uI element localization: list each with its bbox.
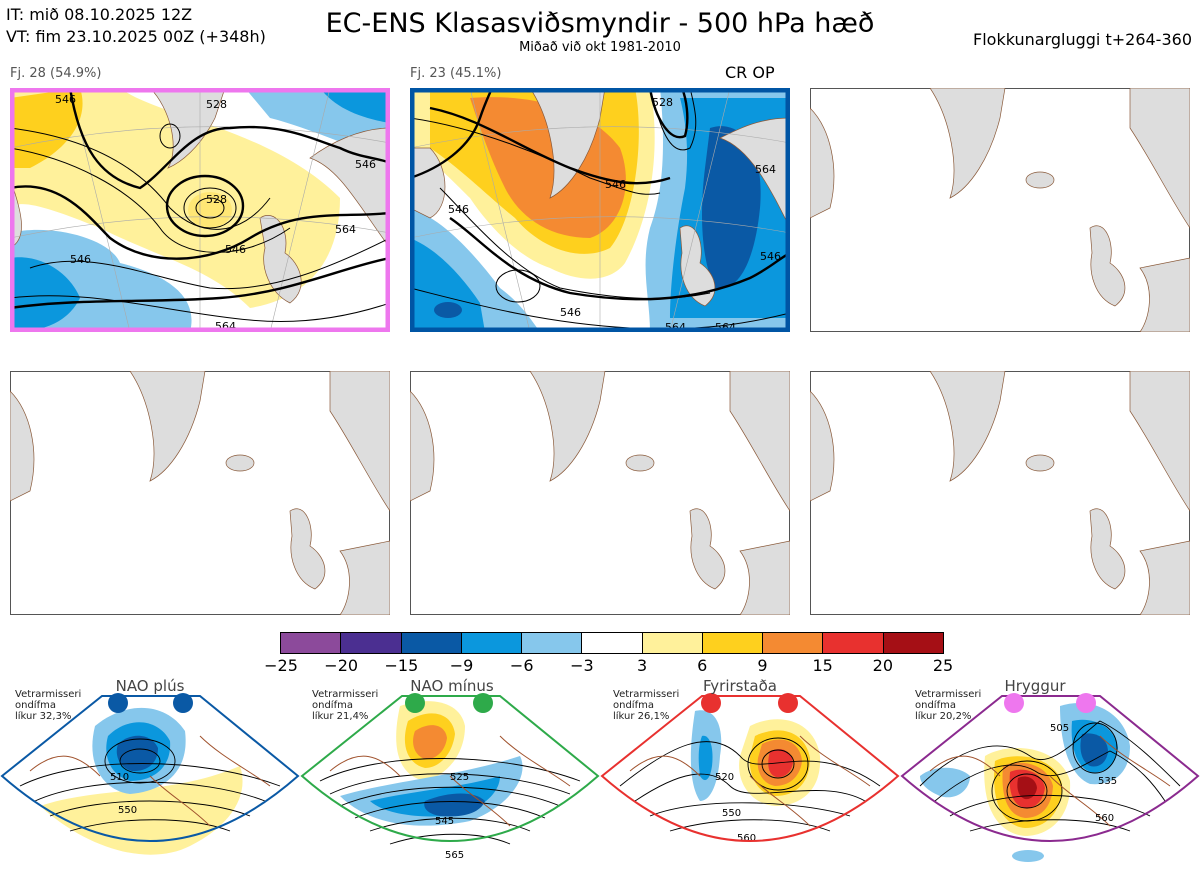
contour-label: 535	[1098, 776, 1117, 787]
colorbar-tick-label: 15	[812, 656, 833, 675]
contour-label: 528	[206, 193, 227, 206]
empty-map-svg	[410, 371, 790, 615]
page-title: EC-ENS Klasasviðsmyndir - 500 hPa hæð	[325, 8, 875, 39]
regime-title: Fyrirstaða	[703, 677, 777, 695]
contour-label: 525	[450, 772, 469, 783]
contour-label: 564	[335, 223, 356, 236]
colorbar-swatch	[461, 633, 523, 653]
colorbar-tick-label: 25	[932, 656, 954, 675]
contour-label: 528	[206, 98, 227, 111]
valid-time: VT: fim 23.10.2025 00Z (+348h)	[6, 27, 266, 46]
contour-label: 564	[665, 321, 686, 332]
colorbar-tick-label: −25	[264, 656, 298, 675]
contour-label: 510	[110, 772, 129, 783]
colorbar-tick-label: −9	[449, 656, 474, 675]
regime-note: Vetrarmisseri ondífma líkur 32,3%	[15, 689, 82, 722]
empty-cluster-map	[810, 371, 1190, 615]
contour-label: 520	[715, 772, 734, 783]
colorbar-swatch	[823, 633, 884, 653]
contour-label: 546	[55, 93, 76, 106]
cluster-2-label: Fj. 23 (45.1%)	[410, 66, 502, 81]
contour-label: 546	[760, 250, 781, 263]
colorbar-swatch	[763, 633, 824, 653]
contour-label: 565	[445, 850, 464, 861]
cluster-1-map[interactable]: 528 546 564 528 546 564 546 546	[10, 88, 390, 332]
control-operational-tag: CR OP	[725, 63, 775, 82]
contour-label: 564	[715, 321, 736, 332]
colorbar-swatch	[341, 633, 402, 653]
contour-label: 550	[118, 805, 137, 816]
regime-title: Hryggur	[1004, 677, 1066, 695]
contour-label: 546	[605, 178, 626, 191]
colorbar-swatch	[281, 633, 342, 653]
empty-map-svg	[10, 371, 390, 615]
colorbar-swatch	[401, 633, 462, 653]
contour-label: 505	[1050, 723, 1069, 734]
colorbar-tick-label: 3	[636, 656, 648, 675]
colorbar-tick-label: −15	[384, 656, 419, 675]
colorbar-swatch	[702, 633, 764, 653]
cluster-2-map-svg: 546 528 546 546 564 546 564 564	[410, 88, 790, 332]
regime-map-svg: 525 545 565	[300, 693, 600, 861]
colorbar-tick-label: −6	[509, 656, 534, 675]
contour-label: 546	[355, 158, 376, 171]
empty-cluster-map	[10, 371, 390, 615]
colorbar-tick-label: 9	[757, 656, 768, 675]
regime-note: Vetrarmisseri ondífma líkur 21,4%	[312, 689, 379, 722]
regime-ridge[interactable]: 505 535 560	[900, 676, 1200, 871]
forecast-times: IT: mið 08.10.2025 12Z VT: fim 23.10.202…	[6, 4, 266, 48]
contour-label: 546	[448, 203, 469, 216]
regime-title: NAO plús	[115, 677, 185, 695]
contour-label: 560	[1095, 813, 1114, 824]
colorbar-tick-label: 20	[872, 656, 893, 675]
initial-time: IT: mið 08.10.2025 12Z	[6, 5, 193, 24]
colorbar-tick-label: −3	[570, 656, 594, 675]
contour-label: 546	[225, 243, 246, 256]
anomaly-colorbar	[280, 632, 944, 654]
cluster-1-label: Fj. 28 (54.9%)	[10, 66, 102, 81]
contour-label: 550	[722, 808, 741, 819]
contour-label: 545	[435, 816, 454, 827]
empty-map-svg	[810, 371, 1190, 615]
cluster-2-map[interactable]: 546 528 546 546 564 546 564 564	[410, 88, 790, 332]
colorbar-swatch	[883, 633, 943, 653]
colorbar-swatch	[522, 633, 583, 653]
regime-note: Vetrarmisseri ondífma líkur 20,2%	[915, 689, 982, 722]
contour-label: 546	[70, 253, 91, 266]
empty-cluster-map	[810, 88, 1190, 332]
regime-nao-plus[interactable]: 510 550	[0, 676, 300, 871]
contour-label: 560	[737, 833, 756, 844]
empty-cluster-map	[410, 371, 790, 615]
colorbar-swatch	[582, 633, 643, 653]
page-subtitle: Miðað við okt 1981-2010	[519, 40, 681, 55]
empty-map-svg	[810, 88, 1190, 332]
regime-nao-minus[interactable]: 525 545 565	[300, 676, 600, 871]
regime-blocking[interactable]: 520 550 560	[600, 676, 900, 871]
regime-note: Vetrarmisseri ondífma líkur 26,1%	[613, 689, 680, 722]
colorbar-tick-label: −20	[324, 656, 359, 675]
colorbar-swatch	[642, 633, 703, 653]
colorbar-tick-label: 6	[697, 656, 708, 675]
contour-label: 528	[652, 96, 673, 109]
regime-map-svg: 520 550 560	[600, 693, 900, 844]
regime-title: NAO mínus	[410, 677, 494, 695]
contour-label: 546	[560, 306, 581, 319]
classification-window: Flokkunargluggi t+264-360	[973, 30, 1192, 49]
cluster-1-map-svg: 528 546 564 528 546 564 546 546	[10, 88, 390, 332]
contour-label: 564	[755, 163, 776, 176]
regime-map-svg: 510 550	[0, 693, 300, 855]
regime-map-svg: 505 535 560	[900, 693, 1200, 862]
